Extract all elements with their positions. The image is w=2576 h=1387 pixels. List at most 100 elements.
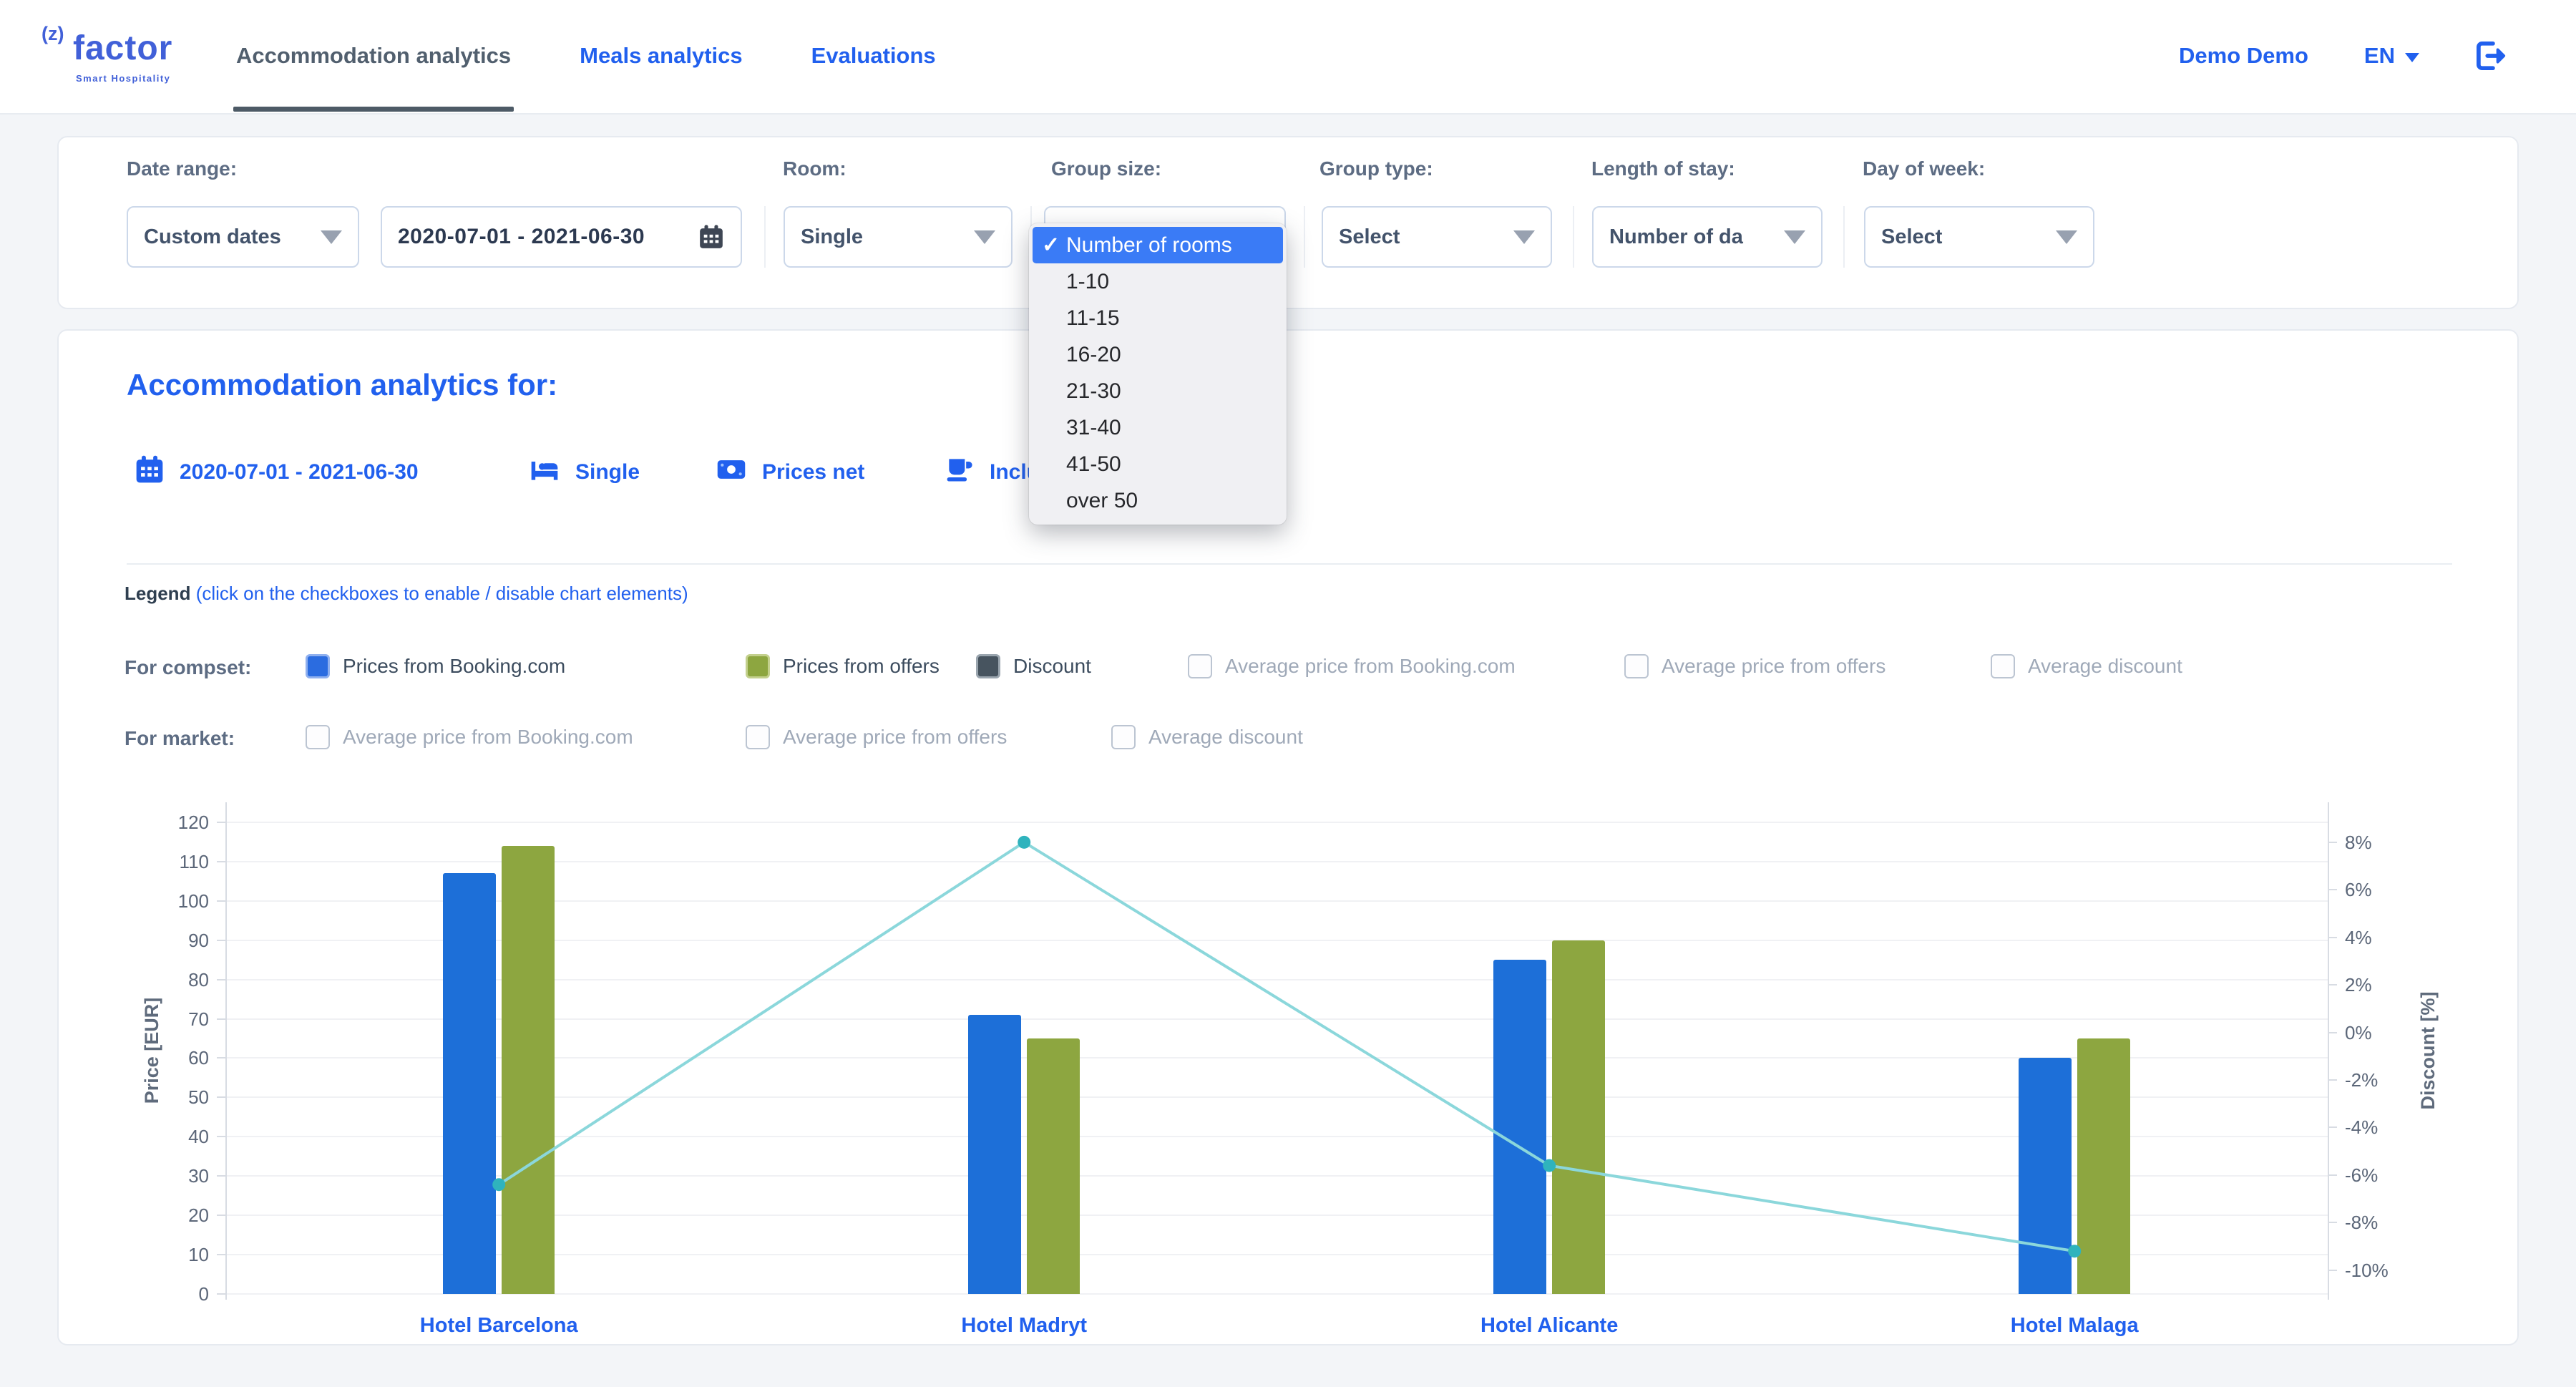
group-size-option-number-of-rooms[interactable]: ✓ Number of rooms xyxy=(1033,227,1283,263)
category-label-hotel-madryt: Hotel Madryt xyxy=(961,1314,1088,1337)
left-axis-tick xyxy=(217,1096,226,1099)
group-size-option-11-15[interactable]: 11-15 xyxy=(1029,300,1287,336)
legend-checkbox-discount[interactable]: Discount xyxy=(976,654,1091,678)
right-axis-tick xyxy=(2328,889,2337,891)
legend-item-label: Average price from Booking.com xyxy=(1225,655,1516,677)
right-axis-tick xyxy=(2328,841,2337,843)
room-value: Single xyxy=(801,225,864,248)
checkbox-checked-icon[interactable] xyxy=(976,654,1000,678)
dropdown-arrow-icon xyxy=(2056,230,2077,244)
day-of-week-label: Day of week: xyxy=(1863,157,1986,180)
checkbox-unchecked-icon[interactable] xyxy=(1991,654,2015,678)
group-size-option-31-40[interactable]: 31-40 xyxy=(1029,409,1287,446)
bar-prices-from-offers xyxy=(1027,1038,1080,1294)
right-axis-tick xyxy=(2328,984,2337,986)
language-selector[interactable]: EN xyxy=(2364,43,2419,69)
right-axis-tick xyxy=(2328,1174,2337,1176)
tab-meals-analytics[interactable]: Meals analytics xyxy=(580,43,743,68)
legend-checkbox-average-discount[interactable]: Average discount xyxy=(1111,725,1303,749)
group-size-option-over-50[interactable]: over 50 xyxy=(1029,482,1287,519)
right-axis-tick-label: 4% xyxy=(2345,926,2372,948)
gridline xyxy=(227,1293,2328,1295)
right-axis-tick xyxy=(2328,936,2337,938)
filter-divider xyxy=(1843,206,1845,268)
right-axis-tick xyxy=(2328,1079,2337,1081)
group-size-option-label: 16-20 xyxy=(1066,342,1121,366)
right-axis-tick-label: 6% xyxy=(2345,879,2372,901)
group-size-option-21-30[interactable]: 21-30 xyxy=(1029,373,1287,409)
legend-checkbox-average-price-from-offers[interactable]: Average price from offers xyxy=(746,725,1007,749)
left-axis-line xyxy=(225,802,227,1300)
length-of-stay-select[interactable]: Number of da xyxy=(1592,206,1823,268)
chevron-down-icon xyxy=(2405,52,2419,62)
group-size-option-41-50[interactable]: 41-50 xyxy=(1029,446,1287,482)
legend-checkbox-average-price-from-offers[interactable]: Average price from offers xyxy=(1624,654,1885,678)
filter-divider xyxy=(1304,206,1305,268)
left-axis-tick xyxy=(217,1254,226,1256)
legend-item-label: Average price from offers xyxy=(783,726,1008,748)
right-axis-tick xyxy=(2328,1269,2337,1271)
right-axis-tick-label: 2% xyxy=(2345,974,2372,996)
bar-prices-from-offers xyxy=(502,845,555,1294)
group-type-select[interactable]: Select xyxy=(1322,206,1552,268)
bar-prices-from-offers xyxy=(1552,940,1606,1294)
checkbox-unchecked-icon[interactable] xyxy=(1188,654,1212,678)
legend-row-label: For market: xyxy=(125,727,235,749)
left-axis-tick-label: 90 xyxy=(188,929,209,951)
legend-checkbox-prices-from-booking-com[interactable]: Prices from Booking.com xyxy=(306,654,565,678)
left-axis-title: Price [EUR] xyxy=(141,997,162,1104)
right-axis-tick-label: -4% xyxy=(2345,1116,2379,1139)
tab-accommodation-analytics[interactable]: Accommodation analytics xyxy=(233,0,514,112)
legend-checkbox-average-price-from-booking-com[interactable]: Average price from Booking.com xyxy=(1188,654,1516,678)
user-menu[interactable]: Demo Demo xyxy=(2179,43,2308,68)
group-size-option-label: 21-30 xyxy=(1066,379,1121,403)
gridline xyxy=(227,821,2328,823)
calendar-icon xyxy=(700,225,723,248)
legend-checkbox-average-price-from-booking-com[interactable]: Average price from Booking.com xyxy=(306,725,633,749)
dropdown-arrow-icon xyxy=(974,230,995,244)
right-axis-tick-label: -10% xyxy=(2345,1259,2389,1281)
date-range-input[interactable]: 2020-07-01 - 2021-06-30 xyxy=(381,206,742,268)
length-of-stay-label: Length of stay: xyxy=(1591,157,1735,180)
bar-prices-from-offers xyxy=(2077,1038,2131,1294)
date-mode-select[interactable]: Custom dates xyxy=(127,206,359,268)
legend-checkbox-average-discount[interactable]: Average discount xyxy=(1991,654,2182,678)
left-axis-tick-label: 120 xyxy=(177,811,209,833)
right-axis-tick-label: -8% xyxy=(2345,1212,2379,1234)
group-size-option-1-10[interactable]: 1-10 xyxy=(1029,263,1287,300)
left-axis-tick xyxy=(217,900,226,902)
right-axis-tick xyxy=(2328,1222,2337,1224)
group-type-label: Group type: xyxy=(1319,157,1433,180)
logout-icon[interactable] xyxy=(2475,41,2508,71)
page-title: Accommodation analytics for: xyxy=(127,368,558,402)
group-size-option-label: 11-15 xyxy=(1066,306,1120,330)
group-size-option-label: Number of rooms xyxy=(1066,233,1232,257)
date-range-label: Date range: xyxy=(127,157,238,180)
legend-heading: Legend (click on the checkboxes to enabl… xyxy=(125,583,688,605)
day-of-week-select[interactable]: Select xyxy=(1864,206,2094,268)
summary-chip-1: Single xyxy=(528,454,640,491)
summary-chip-0: 2020-07-01 - 2021-06-30 xyxy=(134,454,419,491)
tab-evaluations[interactable]: Evaluations xyxy=(811,43,936,68)
left-axis-tick-label: 50 xyxy=(188,1086,209,1109)
room-select[interactable]: Single xyxy=(784,206,1013,268)
zfactor-logo[interactable]: (z) factor Smart Hospitality xyxy=(42,19,206,97)
legend-checkbox-prices-from-offers[interactable]: Prices from offers xyxy=(746,654,940,678)
checkbox-checked-icon[interactable] xyxy=(746,654,770,678)
checkbox-unchecked-icon[interactable] xyxy=(1111,725,1136,749)
summary-chip-label: Single xyxy=(575,460,640,484)
left-axis-tick-label: 10 xyxy=(188,1244,209,1266)
checkbox-checked-icon[interactable] xyxy=(306,654,330,678)
checkbox-unchecked-icon[interactable] xyxy=(306,725,330,749)
date-mode-value: Custom dates xyxy=(144,225,281,248)
right-axis-title: Discount [%] xyxy=(2417,991,2439,1109)
group-type-value: Select xyxy=(1339,225,1400,248)
logo-name: factor xyxy=(73,29,173,67)
bar-prices-from-booking-com xyxy=(1493,960,1547,1294)
category-label-hotel-malaga: Hotel Malaga xyxy=(2010,1314,2139,1337)
language-label: EN xyxy=(2363,43,2395,68)
left-axis-tick xyxy=(217,821,226,823)
checkbox-unchecked-icon[interactable] xyxy=(746,725,770,749)
checkbox-unchecked-icon[interactable] xyxy=(1624,654,1649,678)
group-size-option-16-20[interactable]: 16-20 xyxy=(1029,336,1287,373)
